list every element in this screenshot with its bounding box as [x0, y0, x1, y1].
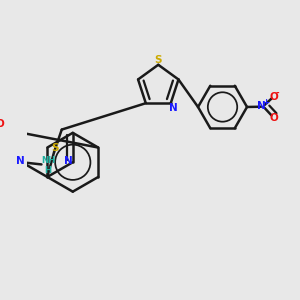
- Text: +: +: [262, 98, 269, 107]
- Text: S: S: [51, 143, 59, 153]
- Text: N: N: [169, 103, 178, 113]
- Text: O: O: [0, 119, 4, 129]
- Text: N: N: [64, 156, 73, 166]
- Text: NH: NH: [41, 156, 55, 165]
- Text: N: N: [16, 156, 25, 166]
- Text: N: N: [257, 101, 266, 111]
- Text: -: -: [275, 88, 279, 98]
- Text: S: S: [154, 55, 161, 65]
- Text: O: O: [269, 113, 278, 123]
- Text: O: O: [269, 92, 278, 102]
- Text: H: H: [44, 166, 51, 175]
